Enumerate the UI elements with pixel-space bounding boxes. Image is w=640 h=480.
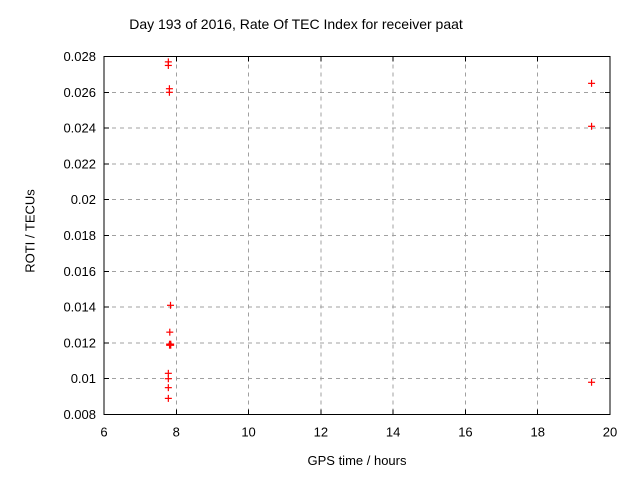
y-tick-label: 0.018: [63, 228, 96, 243]
x-tick-label: 16: [458, 425, 472, 440]
chart-title: Day 193 of 2016, Rate Of TEC Index for r…: [129, 16, 463, 32]
x-tick-label: 20: [603, 425, 617, 440]
y-tick-label: 0.016: [63, 264, 96, 279]
x-tick-label: 18: [530, 425, 544, 440]
y-axis-label: ROTI / TECUs: [22, 189, 38, 273]
y-tick-label: 0.024: [63, 121, 96, 136]
x-tick-label: 8: [173, 425, 180, 440]
x-tick-label: 6: [100, 425, 107, 440]
y-tick-label: 0.012: [63, 335, 96, 350]
x-tick-label: 14: [386, 425, 400, 440]
x-tick-label: 12: [314, 425, 328, 440]
y-tick-label: 0.022: [63, 156, 96, 171]
x-tick-label: 10: [241, 425, 255, 440]
x-axis-label: GPS time / hours: [307, 453, 407, 468]
y-tick-label: 0.026: [63, 85, 96, 100]
y-tick-label: 0.008: [63, 407, 96, 422]
y-tick-label: 0.014: [63, 300, 96, 315]
y-tick-label: 0.01: [71, 371, 96, 386]
y-tick-label: 0.028: [63, 49, 96, 64]
y-tick-label: 0.02: [71, 192, 96, 207]
